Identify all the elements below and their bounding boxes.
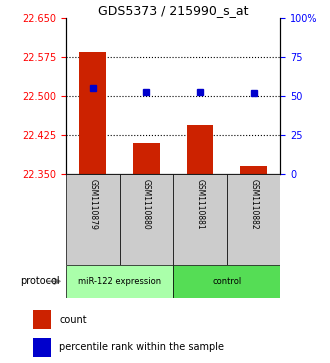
Text: count: count bbox=[59, 315, 87, 325]
Bar bbox=[66, 265, 173, 298]
Bar bbox=[240, 167, 267, 174]
Bar bbox=[119, 174, 173, 265]
Text: GSM1110880: GSM1110880 bbox=[142, 179, 151, 229]
Text: GSM1110881: GSM1110881 bbox=[196, 179, 205, 229]
Bar bbox=[66, 174, 119, 265]
Bar bbox=[173, 265, 280, 298]
Text: percentile rank within the sample: percentile rank within the sample bbox=[59, 342, 224, 352]
Bar bbox=[33, 338, 51, 356]
Text: control: control bbox=[212, 277, 242, 286]
Text: protocol: protocol bbox=[20, 276, 59, 286]
Bar bbox=[33, 310, 51, 330]
Text: GSM1110882: GSM1110882 bbox=[249, 179, 258, 229]
Title: GDS5373 / 215990_s_at: GDS5373 / 215990_s_at bbox=[98, 4, 248, 17]
Bar bbox=[187, 125, 214, 174]
Bar bbox=[80, 52, 106, 174]
Bar bbox=[173, 174, 227, 265]
Text: miR-122 expression: miR-122 expression bbox=[78, 277, 161, 286]
Bar bbox=[227, 174, 280, 265]
Bar bbox=[133, 143, 160, 174]
Text: GSM1110879: GSM1110879 bbox=[88, 179, 97, 230]
